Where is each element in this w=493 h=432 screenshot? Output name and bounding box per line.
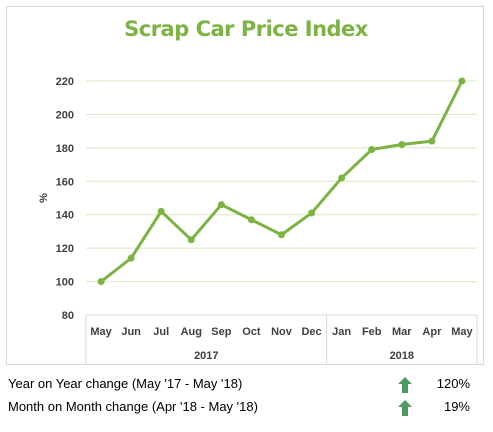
x-tick-label: Jan — [332, 326, 351, 338]
x-tick-label: Jul — [153, 326, 169, 338]
data-point — [308, 209, 316, 217]
x-tick-label: Nov — [271, 326, 293, 338]
x-tick-label: Mar — [392, 326, 412, 338]
data-point — [458, 77, 466, 85]
chart-title: Scrap Car Price Index — [124, 17, 368, 41]
y-axis-label: % — [38, 193, 50, 203]
y-tick-label: 140 — [56, 210, 74, 222]
stat-value-mom: 19% — [443, 399, 470, 414]
y-tick-label: 120 — [56, 243, 74, 255]
chart-plot: 80 100 120 140 160 180 200 220% May Jun Jul Aug Sep O… — [38, 76, 478, 365]
up-arrow-icon — [398, 400, 412, 419]
stat-row-yoy: Year on Year change (May '17 - May '18) … — [8, 376, 478, 396]
x-tick-label: May — [90, 326, 112, 338]
y-tick-label: 180 — [56, 143, 74, 155]
stat-label-yoy: Year on Year change (May '17 - May '18) — [8, 376, 243, 391]
x-group-label: 2018 — [390, 350, 414, 362]
stat-row-mom: Month on Month change (Apr '18 - May '18… — [8, 399, 478, 419]
x-tick-label: Apr — [422, 326, 442, 338]
y-tick-label: 160 — [56, 176, 74, 188]
y-tick-label: 200 — [56, 109, 74, 121]
data-point — [428, 137, 436, 145]
data-point — [217, 201, 225, 209]
x-group-label: 2017 — [194, 350, 218, 362]
y-tick-label: 220 — [56, 76, 74, 88]
data-point — [278, 231, 285, 239]
x-tick-label: May — [451, 326, 473, 338]
x-tick-label: Dec — [301, 326, 321, 338]
x-tick-label: Feb — [362, 326, 382, 338]
chart-container: Scrap Car Price Index 80 100 120 140 160 180 2… — [6, 6, 484, 365]
data-point — [157, 207, 165, 215]
x-tick-label: Oct — [242, 326, 261, 338]
data-point — [127, 254, 135, 262]
data-point — [187, 236, 195, 244]
y-tick-label: 80 — [62, 310, 74, 322]
x-tick-label: Sep — [211, 326, 231, 338]
data-point — [247, 216, 255, 224]
stat-label-mom: Month on Month change (Apr '18 - May '18… — [8, 399, 258, 414]
x-tick-label: Aug — [181, 326, 202, 338]
stat-value-yoy: 120% — [436, 376, 470, 391]
data-point — [368, 146, 376, 154]
data-point — [398, 141, 406, 149]
y-tick-label: 100 — [56, 277, 74, 289]
data-point — [338, 174, 346, 182]
data-point — [97, 278, 105, 286]
x-tick-label: Jun — [121, 326, 141, 338]
up-arrow-icon — [398, 377, 412, 396]
